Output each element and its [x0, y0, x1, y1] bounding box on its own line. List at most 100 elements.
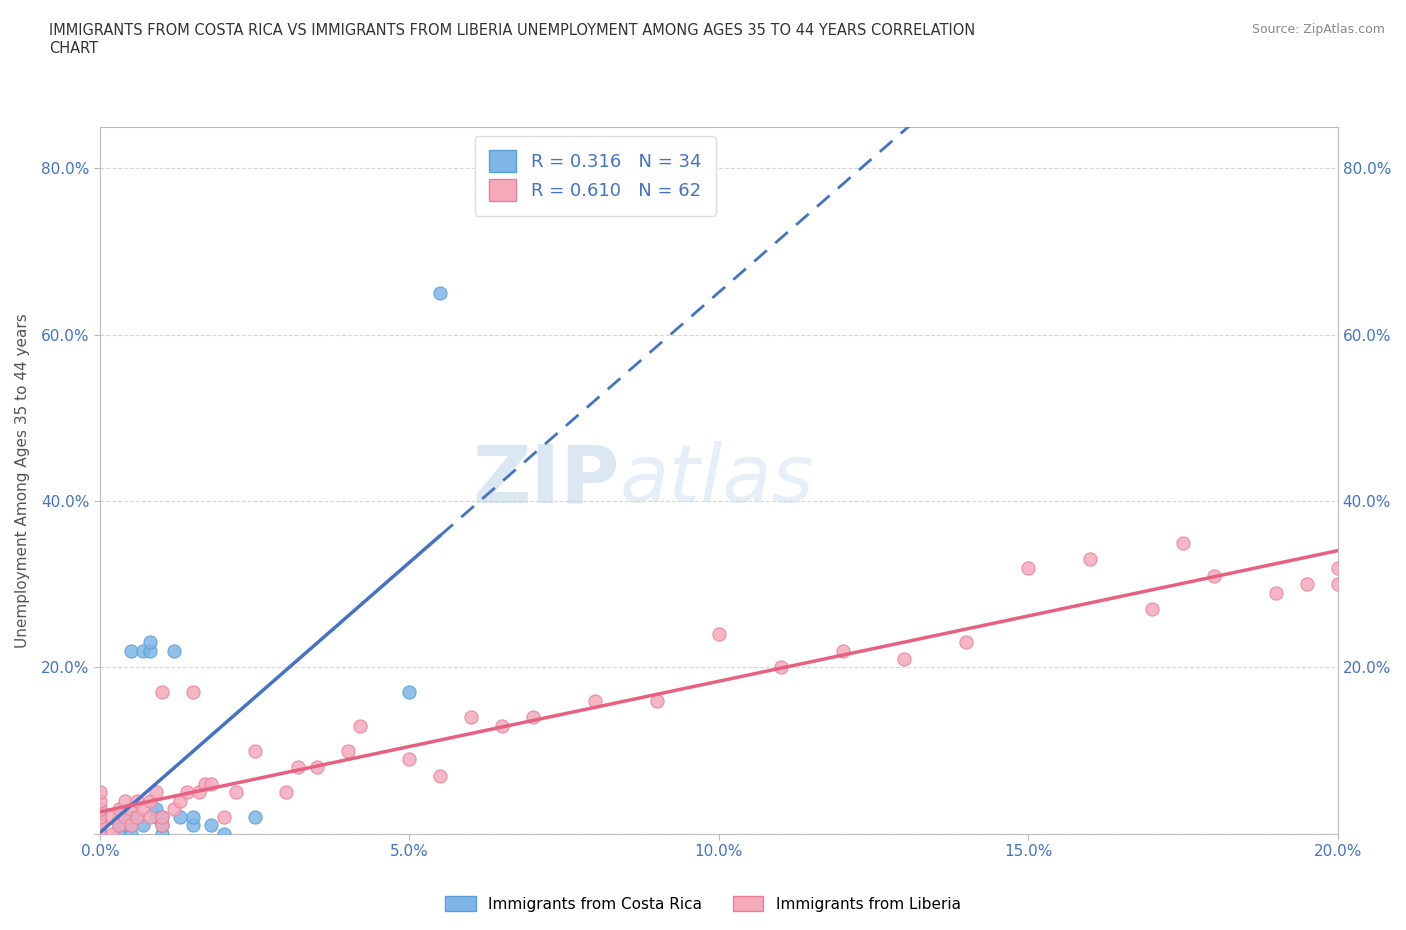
Point [101, 827, 124, 842]
Point [398, 684, 420, 699]
Point [120, 802, 142, 817]
Point [107, 827, 129, 842]
Point [225, 785, 247, 800]
Point [429, 768, 451, 783]
Point [89, 785, 111, 800]
Point [583, 693, 606, 708]
Point [120, 818, 142, 833]
Text: ZIP: ZIP [472, 441, 620, 519]
Point [1326, 560, 1348, 575]
Y-axis label: Unemployment Among Ages 35 to 44 years: Unemployment Among Ages 35 to 44 years [15, 312, 30, 647]
Point [176, 785, 198, 800]
Point [150, 684, 173, 699]
Point [107, 802, 129, 817]
Point [114, 810, 136, 825]
Point [181, 684, 204, 699]
Point [707, 627, 730, 642]
Legend: Immigrants from Costa Rica, Immigrants from Liberia: Immigrants from Costa Rica, Immigrants f… [439, 889, 967, 918]
Point [132, 818, 155, 833]
Point [212, 827, 235, 842]
Point [1326, 577, 1348, 591]
Point [89, 827, 111, 842]
Point [398, 751, 420, 766]
Point [127, 793, 149, 808]
Point [89, 810, 111, 825]
Point [169, 793, 191, 808]
Point [274, 785, 297, 800]
Point [89, 818, 111, 833]
Point [150, 810, 173, 825]
Point [1202, 568, 1225, 583]
Point [120, 810, 142, 825]
Point [429, 286, 451, 300]
Point [150, 827, 173, 842]
Point [89, 802, 111, 817]
Text: Source: ZipAtlas.com: Source: ZipAtlas.com [1251, 23, 1385, 36]
Point [114, 793, 136, 808]
Point [89, 827, 111, 842]
Point [89, 827, 111, 842]
Point [150, 818, 173, 833]
Point [107, 818, 129, 833]
Point [955, 635, 977, 650]
Point [138, 644, 160, 658]
Point [163, 644, 186, 658]
Point [101, 810, 124, 825]
Point [163, 802, 186, 817]
Point [169, 810, 191, 825]
Point [89, 818, 111, 833]
Point [522, 710, 544, 724]
Point [145, 802, 167, 817]
Point [1078, 551, 1101, 566]
Text: IMMIGRANTS FROM COSTA RICA VS IMMIGRANTS FROM LIBERIA UNEMPLOYMENT AMONG AGES 35: IMMIGRANTS FROM COSTA RICA VS IMMIGRANTS… [49, 23, 976, 56]
Point [120, 818, 142, 833]
Point [150, 810, 173, 825]
Point [138, 793, 160, 808]
Point [336, 743, 359, 758]
Point [1264, 585, 1286, 600]
Point [349, 718, 371, 733]
Point [305, 760, 328, 775]
Point [150, 818, 173, 833]
Point [645, 693, 668, 708]
Point [132, 644, 155, 658]
Point [127, 810, 149, 825]
Legend: R = 0.316   N = 34, R = 0.610   N = 62: R = 0.316 N = 34, R = 0.610 N = 62 [475, 136, 716, 216]
Point [287, 760, 309, 775]
Point [181, 818, 204, 833]
Point [89, 793, 111, 808]
Point [181, 810, 204, 825]
Point [107, 810, 129, 825]
Point [893, 652, 915, 667]
Point [200, 818, 222, 833]
Point [200, 777, 222, 791]
Point [1295, 577, 1317, 591]
Point [138, 810, 160, 825]
Point [127, 810, 149, 825]
Point [89, 827, 111, 842]
Point [1140, 602, 1163, 617]
Point [243, 743, 266, 758]
Point [1017, 560, 1039, 575]
Point [212, 810, 235, 825]
Point [89, 827, 111, 842]
Point [120, 827, 142, 842]
Point [89, 818, 111, 833]
Point [138, 635, 160, 650]
Point [114, 818, 136, 833]
Point [194, 777, 217, 791]
Point [89, 818, 111, 833]
Point [107, 818, 129, 833]
Point [89, 810, 111, 825]
Point [145, 785, 167, 800]
Point [491, 718, 513, 733]
Point [460, 710, 482, 724]
Point [769, 660, 792, 675]
Point [1171, 535, 1194, 550]
Point [89, 827, 111, 842]
Point [243, 810, 266, 825]
Point [120, 644, 142, 658]
Point [132, 802, 155, 817]
Text: atlas: atlas [620, 441, 814, 519]
Point [188, 785, 211, 800]
